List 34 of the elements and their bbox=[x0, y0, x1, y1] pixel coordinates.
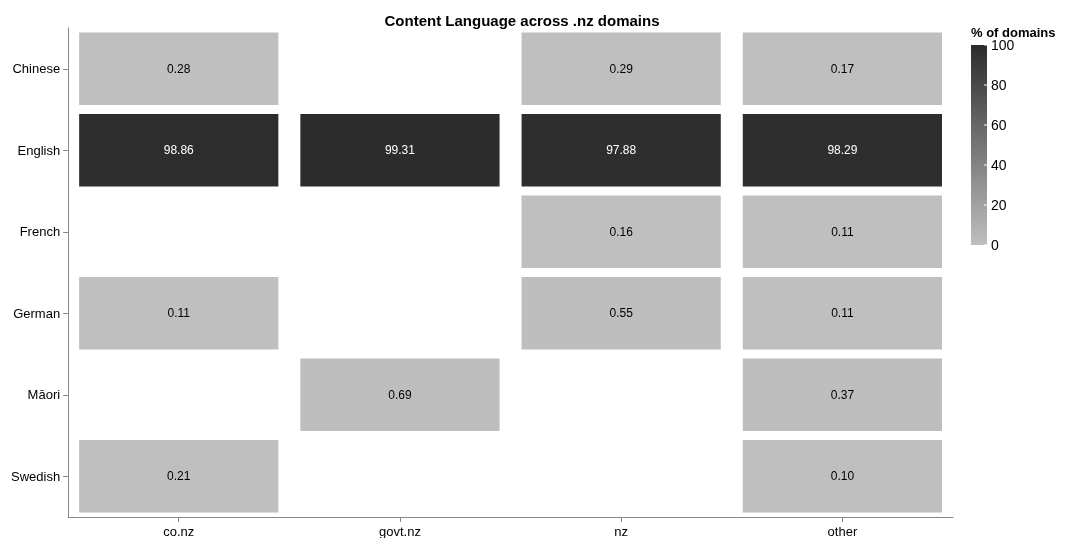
color-bar-label: 0 bbox=[991, 237, 999, 253]
data-label: 0.55 bbox=[609, 306, 634, 321]
data-label: 97.88 bbox=[606, 143, 637, 158]
y-tick-label: French bbox=[19, 224, 61, 240]
color-bar-title: % of domains bbox=[971, 24, 1056, 40]
data-label: 98.86 bbox=[163, 143, 195, 158]
data-label: 0.37 bbox=[830, 387, 855, 402]
data-label: 0.28 bbox=[167, 61, 191, 76]
data-label: 0.11 bbox=[167, 306, 191, 321]
data-label: 0.16 bbox=[609, 224, 634, 239]
y-tick-label: Māori bbox=[27, 387, 61, 403]
y-tick-label: Swedish bbox=[11, 468, 61, 484]
data-label: 0.29 bbox=[609, 61, 634, 76]
data-label: 0.11 bbox=[831, 224, 854, 239]
data-label: 0.69 bbox=[388, 387, 412, 402]
x-tick-label: co.nz bbox=[163, 524, 195, 539]
data-label: 0.21 bbox=[167, 469, 191, 484]
data-label: 0.17 bbox=[830, 61, 855, 76]
color-bar-label: 100 bbox=[991, 37, 1015, 53]
y-tick-label: Chinese bbox=[12, 61, 61, 77]
data-label: 0.10 bbox=[830, 469, 855, 484]
y-tick-label: English bbox=[17, 142, 61, 158]
color-bar-label: 80 bbox=[991, 77, 1007, 93]
x-tick-label: nz bbox=[614, 524, 629, 539]
data-label: 99.31 bbox=[384, 143, 416, 158]
data-label: 0.11 bbox=[831, 306, 854, 321]
x-tick-label: other bbox=[827, 524, 858, 539]
y-tick-label: German bbox=[13, 305, 61, 321]
data-label: 98.29 bbox=[827, 143, 858, 158]
color-bar-label: 20 bbox=[991, 197, 1007, 213]
chart-title: Content Language across .nz domains bbox=[384, 12, 660, 29]
color-bar-label: 60 bbox=[991, 117, 1007, 133]
x-tick-label: govt.nz bbox=[379, 524, 421, 539]
color-bar-label: 40 bbox=[991, 157, 1007, 173]
